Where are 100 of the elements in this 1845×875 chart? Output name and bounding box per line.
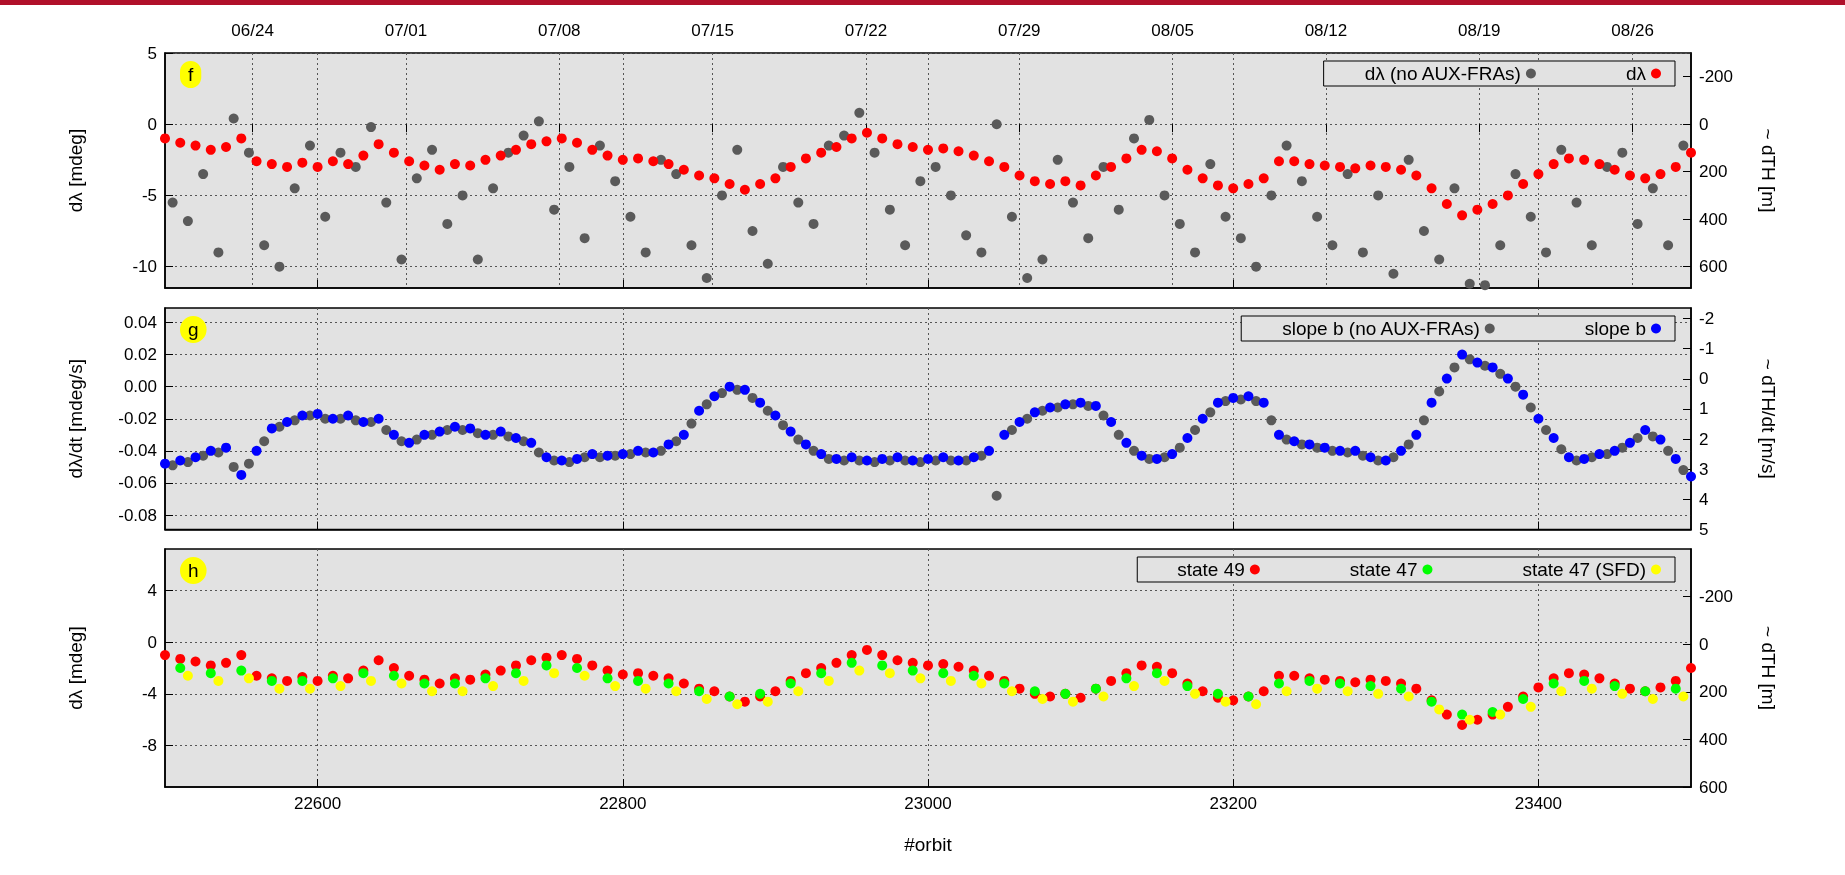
- y2-tick-label: 0: [1699, 369, 1709, 389]
- y2-tick-label: 0: [1699, 114, 1709, 134]
- point: [1006, 686, 1017, 697]
- y-axis-title: dλ [mdeg]: [65, 128, 86, 213]
- y-tick-label: -0.04: [118, 441, 157, 461]
- y-tick-label: 0: [147, 114, 157, 134]
- y2-axis-title: ~ dTH/dt [m/s]: [1758, 358, 1779, 479]
- point: [236, 665, 247, 676]
- point: [1556, 686, 1567, 697]
- point: [1251, 699, 1262, 710]
- point: [213, 675, 224, 686]
- point: [457, 686, 468, 697]
- y2-tick-label: -200: [1699, 67, 1734, 87]
- point: [945, 675, 956, 686]
- point: [1067, 696, 1078, 707]
- y2-tick-label: 2: [1699, 429, 1709, 449]
- y2-tick-label: 5: [1699, 520, 1709, 539]
- x2-tick-label: 07/08: [538, 21, 581, 40]
- x2-tick-label: 07/22: [844, 21, 888, 40]
- point: [175, 663, 186, 673]
- y-tick-label: 4: [147, 580, 157, 600]
- point: [1273, 678, 1284, 689]
- point: [488, 681, 499, 692]
- point: [1281, 686, 1292, 697]
- y2-axis-title: ~ dTH [m]: [1758, 128, 1779, 213]
- point: [1403, 691, 1414, 702]
- legend-label: slope b (no AUX-FRAs): [1282, 318, 1480, 339]
- x2-tick-label: 06/24: [231, 21, 274, 40]
- x-tick-label: 22800: [599, 794, 647, 813]
- point: [243, 673, 254, 684]
- y2-tick-label: 400: [1699, 209, 1728, 229]
- point: [640, 683, 651, 694]
- y-tick-label: -0.02: [118, 409, 157, 429]
- y-tick-label: -4: [141, 684, 157, 704]
- y2-tick-label: 0: [1699, 634, 1709, 654]
- point: [572, 663, 583, 673]
- point: [732, 699, 743, 710]
- point: [938, 668, 949, 679]
- x2-tick-label: 08/26: [1611, 21, 1654, 40]
- y-tick-label: -8: [141, 736, 157, 756]
- point: [915, 673, 926, 684]
- x2-tick-label: 08/12: [1304, 21, 1348, 40]
- y-tick-label: -10: [132, 257, 157, 277]
- point: [1495, 709, 1506, 720]
- point: [1457, 709, 1468, 720]
- point: [1647, 694, 1658, 705]
- y2-tick-label: 200: [1699, 162, 1728, 182]
- point: [1525, 701, 1536, 712]
- point: [1373, 688, 1384, 699]
- x-tick-label: 23000: [904, 794, 952, 813]
- y2-tick-label: 400: [1699, 729, 1728, 749]
- x-tick-label: 23200: [1209, 794, 1257, 813]
- y-tick-label: 0.02: [123, 345, 157, 365]
- legend-label: state 49: [1177, 559, 1245, 580]
- point: [671, 686, 682, 697]
- point: [510, 668, 521, 679]
- y-tick-label: 0: [147, 632, 157, 652]
- point: [1312, 683, 1323, 694]
- x2-tick-label: 07/01: [384, 21, 428, 40]
- point: [907, 665, 918, 676]
- point: [205, 668, 216, 679]
- y-tick-label: 5: [147, 43, 157, 63]
- y2-tick-label: 600: [1699, 777, 1728, 797]
- point: [762, 696, 773, 707]
- y2-tick-label: 3: [1699, 459, 1709, 479]
- point: [304, 683, 315, 694]
- y2-tick-label: -200: [1699, 587, 1734, 607]
- point: [854, 665, 865, 676]
- y-tick-label: -0.06: [118, 473, 157, 493]
- x2-tick-label: 07/29: [997, 21, 1041, 40]
- point: [579, 670, 590, 681]
- point: [823, 675, 834, 686]
- point: [793, 686, 804, 697]
- point: [1434, 704, 1445, 715]
- x-tick-label: 23400: [1514, 794, 1563, 813]
- point: [396, 678, 407, 689]
- y2-tick-label: 600: [1699, 257, 1728, 277]
- point: [518, 675, 529, 686]
- point: [1342, 686, 1353, 697]
- point: [541, 660, 552, 671]
- point: [1670, 683, 1681, 694]
- point: [884, 668, 895, 679]
- point: [1586, 683, 1597, 694]
- legend-label: state 47 (SFD): [1522, 559, 1646, 580]
- point: [335, 681, 346, 692]
- y-axis-title: dλ [mdeg]: [65, 626, 86, 710]
- point: [701, 694, 712, 705]
- x2-tick-label: 08/05: [1151, 21, 1194, 40]
- point: [1617, 688, 1628, 699]
- point: [877, 660, 888, 671]
- point: [1220, 696, 1231, 707]
- point: [427, 686, 438, 697]
- annotation: g: [188, 319, 199, 340]
- point: [1037, 694, 1048, 705]
- y2-tick-label: 1: [1699, 399, 1709, 419]
- y-tick-label: 0.04: [123, 312, 157, 332]
- y2-tick-label: -1: [1699, 339, 1715, 359]
- point: [366, 675, 377, 686]
- point: [182, 670, 193, 681]
- point: [610, 681, 621, 692]
